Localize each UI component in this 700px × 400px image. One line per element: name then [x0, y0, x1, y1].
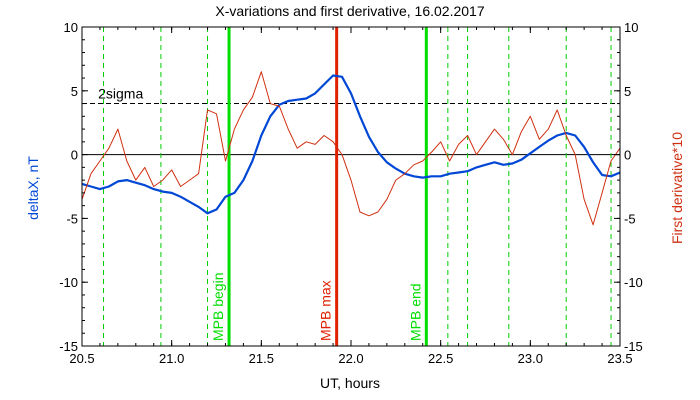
x-tick-label: 21.5	[249, 351, 274, 366]
y-tick-label-right: -15	[624, 339, 643, 354]
x-tick-label: 23.0	[518, 351, 543, 366]
x-tick-label: 23.5	[607, 351, 632, 366]
series-line-deltaX	[81, 74, 621, 215]
y-tick-label-right: 5	[624, 84, 631, 99]
y-tick-label-left: -10	[59, 275, 78, 290]
y-tick-label-right: 10	[624, 20, 638, 35]
chart-title: X-variations and first derivative, 16.02…	[215, 3, 484, 19]
x-axis-label: UT, hours	[320, 375, 380, 391]
y-tick-label-left: 0	[71, 148, 78, 163]
x-tick-label: 21.0	[159, 351, 184, 366]
y-tick-label-right: -10	[624, 275, 643, 290]
y-tick-label-left: 10	[64, 20, 78, 35]
threshold-label: 2sigma	[98, 86, 143, 102]
marker-label: MPB begin	[210, 273, 226, 341]
y-axis-label-left: deltaX, nT	[25, 156, 41, 220]
marker-label: MPB max	[318, 280, 334, 341]
x-tick-label: 22.5	[428, 351, 453, 366]
y-tick-label-left: 5	[71, 84, 78, 99]
y-tick-label-left: -5	[66, 211, 78, 226]
x-tick-label: 22.0	[338, 351, 363, 366]
y-tick-label-left: -15	[59, 339, 78, 354]
y-tick-label-right: -5	[624, 211, 636, 226]
marker-label: MPB end	[407, 283, 423, 341]
y-axis-label-right: First derivative*10	[669, 132, 685, 244]
plot-frame	[81, 26, 621, 347]
series-line-derivative	[81, 71, 621, 226]
x-tick-label: 20.5	[69, 351, 94, 366]
y-tick-label-right: 0	[624, 148, 631, 163]
